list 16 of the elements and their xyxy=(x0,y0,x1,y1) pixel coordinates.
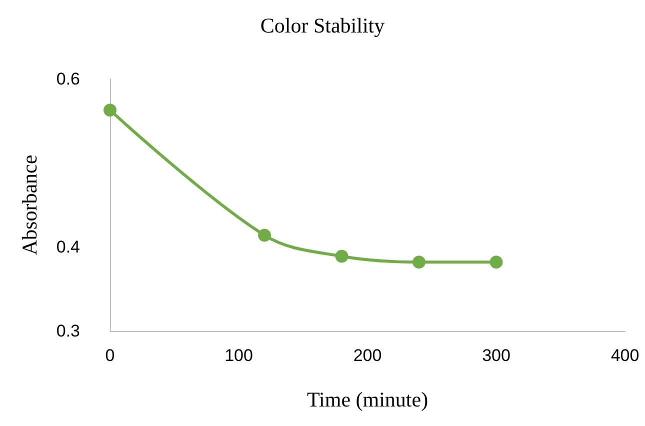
y-tick-label: 0.3 xyxy=(56,322,80,340)
x-tick-label: 0 xyxy=(105,346,115,365)
point xyxy=(490,256,503,269)
y-tick-label: 0.6 xyxy=(56,70,80,88)
point xyxy=(412,256,426,269)
y-tick-label: 0.4 xyxy=(56,238,80,256)
x-axis-title: Time (minute) xyxy=(306,388,428,412)
chart-title: Color Stability xyxy=(260,14,386,38)
x-tick-label: 400 xyxy=(610,346,640,365)
x-tick-label: 200 xyxy=(353,346,382,365)
point xyxy=(335,250,348,263)
x-tick-label: 100 xyxy=(224,346,253,365)
x-tick-label: 300 xyxy=(482,346,510,365)
point xyxy=(104,104,116,117)
point xyxy=(258,228,271,242)
y-axis-title: Absorbance xyxy=(18,154,42,256)
